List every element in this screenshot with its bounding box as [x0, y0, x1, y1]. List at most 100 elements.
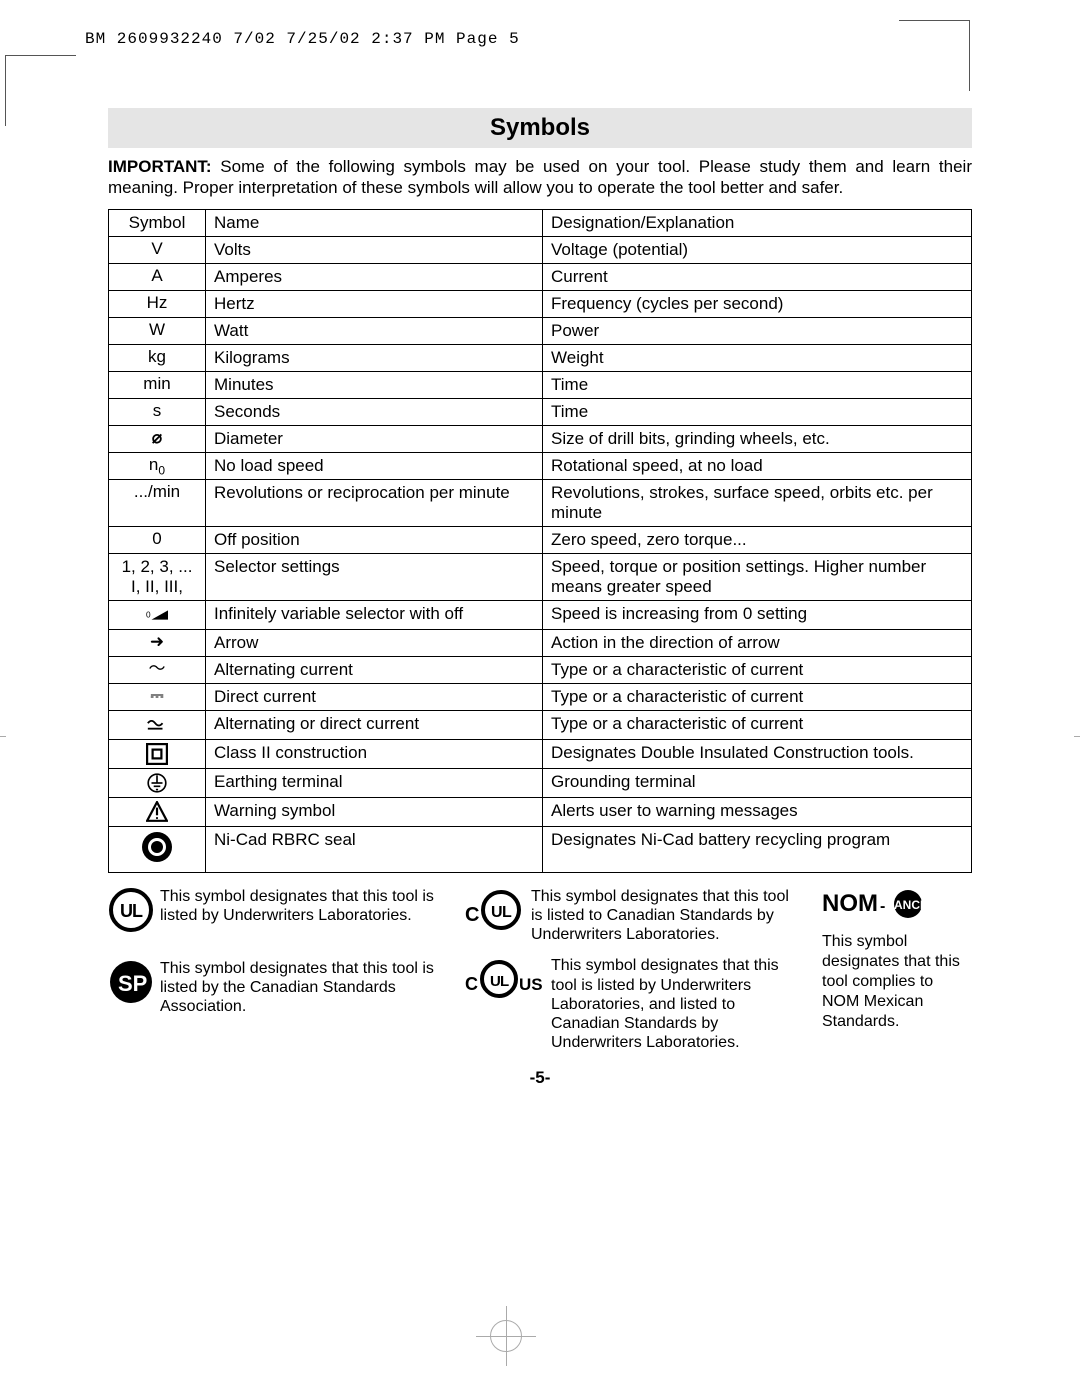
acdc-icon — [146, 714, 168, 736]
wedge-icon: 0 — [146, 604, 168, 626]
name-cell: Volts — [206, 236, 543, 263]
symbol-cell: 〜 — [109, 656, 206, 683]
svg-text:SP: SP — [118, 971, 147, 996]
document-header: BM 2609932240 7/02 7/25/02 2:37 PM Page … — [85, 30, 990, 48]
table-row: minMinutesTime — [109, 371, 972, 398]
table-header-name: Name — [206, 209, 543, 236]
cert-text: This symbol designates that this tool is… — [531, 887, 802, 945]
desc-cell: Grounding terminal — [543, 768, 972, 797]
desc-cell: Zero speed, zero torque... — [543, 526, 972, 553]
name-cell: Alternating current — [206, 656, 543, 683]
desc-cell: Type or a characteristic of current — [543, 656, 972, 683]
table-row: Warning symbolAlerts user to warning mes… — [109, 797, 972, 826]
desc-cell: Speed, torque or position settings. High… — [543, 553, 972, 600]
svg-text:US: US — [519, 975, 543, 994]
symbol-cell: A — [109, 263, 206, 290]
name-cell: Selector settings — [206, 553, 543, 600]
svg-text:C: C — [465, 974, 478, 994]
name-cell: Hertz — [206, 290, 543, 317]
name-cell: Class II construction — [206, 739, 543, 768]
rbrc-icon — [140, 830, 174, 864]
table-row: AAmperesCurrent — [109, 263, 972, 290]
desc-cell: Designates Ni-Cad battery recycling prog… — [543, 826, 972, 872]
cert-csa: SP This symbol designates that this tool… — [108, 959, 445, 1017]
desc-cell: Type or a characteristic of current — [543, 710, 972, 739]
svg-text:0: 0 — [146, 611, 151, 620]
symbol-cell: V — [109, 236, 206, 263]
desc-cell: Time — [543, 398, 972, 425]
cul-logo-icon: CUL — [465, 887, 525, 933]
name-cell: Direct current — [206, 683, 543, 710]
table-row: WWattPower — [109, 317, 972, 344]
name-cell: Ni-Cad RBRC seal — [206, 826, 543, 872]
table-row: n0No load speedRotational speed, at no l… — [109, 452, 972, 479]
symbol-cell: Hz — [109, 290, 206, 317]
table-row: ⌀DiameterSize of drill bits, grinding wh… — [109, 425, 972, 452]
symbol-cell: ➜ — [109, 629, 206, 656]
name-cell: Warning symbol — [206, 797, 543, 826]
symbol-cell: ⌀ — [109, 425, 206, 452]
name-cell: Revolutions or reciprocation per minute — [206, 479, 543, 526]
table-row: kgKilogramsWeight — [109, 344, 972, 371]
table-row: 〜Alternating currentType or a characteri… — [109, 656, 972, 683]
table-header-desc: Designation/Explanation — [543, 209, 972, 236]
svg-text:L: L — [132, 901, 143, 921]
desc-cell: Weight — [543, 344, 972, 371]
desc-cell: Power — [543, 317, 972, 344]
symbol-cell: W — [109, 317, 206, 344]
cert-cul: CUL This symbol designates that this too… — [465, 887, 802, 945]
symbol-cell: 0 — [109, 600, 206, 629]
name-cell: Diameter — [206, 425, 543, 452]
name-cell: Off position — [206, 526, 543, 553]
name-cell: Infinitely variable selector with off — [206, 600, 543, 629]
desc-cell: Current — [543, 263, 972, 290]
desc-cell: Size of drill bits, grinding wheels, etc… — [543, 425, 972, 452]
table-row: 0Infinitely variable selector with offSp… — [109, 600, 972, 629]
desc-cell: Voltage (potential) — [543, 236, 972, 263]
table-row: VVoltsVoltage (potential) — [109, 236, 972, 263]
svg-text:L: L — [500, 973, 509, 990]
earth-icon — [146, 772, 168, 794]
name-cell: Arrow — [206, 629, 543, 656]
registration-mark — [490, 1320, 522, 1352]
symbol-cell: .../min — [109, 479, 206, 526]
table-row: Symbol Name Designation/Explanation — [109, 209, 972, 236]
intro-text: Some of the following symbols may be use… — [108, 157, 972, 197]
svg-text:ANCE: ANCE — [894, 898, 928, 912]
table-row: Ni-Cad RBRC sealDesignates Ni-Cad batter… — [109, 826, 972, 872]
symbol-cell — [109, 826, 206, 872]
cert-ul: UL This symbol designates that this tool… — [108, 887, 445, 933]
page-number: -5- — [90, 1068, 990, 1088]
csa-logo-icon: SP — [108, 959, 154, 1005]
crop-mark — [899, 20, 970, 91]
ul-logo-icon: UL — [108, 887, 154, 933]
name-cell: Kilograms — [206, 344, 543, 371]
desc-cell: Frequency (cycles per second) — [543, 290, 972, 317]
table-row: 0Off positionZero speed, zero torque... — [109, 526, 972, 553]
desc-cell: Time — [543, 371, 972, 398]
name-cell: Amperes — [206, 263, 543, 290]
svg-text:NOM: NOM — [822, 890, 878, 917]
cert-text: This symbol designates that this tool co… — [822, 932, 972, 1032]
symbols-table: Symbol Name Designation/Explanation VVol… — [108, 209, 972, 873]
warning-icon — [146, 801, 168, 823]
table-row: Class II constructionDesignates Double I… — [109, 739, 972, 768]
name-cell: Alternating or direct current — [206, 710, 543, 739]
symbol-cell: kg — [109, 344, 206, 371]
cert-text: This symbol designates that this tool is… — [160, 887, 445, 925]
culus-logo-icon: CULUS — [465, 956, 545, 1002]
symbol-cell: 1, 2, 3, ... I, II, III, — [109, 553, 206, 600]
symbol-cell — [109, 710, 206, 739]
table-row: 1, 2, 3, ... I, II, III,Selector setting… — [109, 553, 972, 600]
symbol-cell: 0 — [109, 526, 206, 553]
table-header-symbol: Symbol — [109, 209, 206, 236]
symbol-cell: min — [109, 371, 206, 398]
name-cell: Earthing terminal — [206, 768, 543, 797]
symbol-cell: s — [109, 398, 206, 425]
desc-cell: Rotational speed, at no load — [543, 452, 972, 479]
name-cell: Seconds — [206, 398, 543, 425]
table-row: ⎓Direct currentType or a characteristic … — [109, 683, 972, 710]
table-row: HzHertzFrequency (cycles per second) — [109, 290, 972, 317]
cert-nom: NOM-ANCE This symbol designates that thi… — [822, 887, 972, 1032]
page: BM 2609932240 7/02 7/25/02 2:37 PM Page … — [0, 0, 1080, 1397]
